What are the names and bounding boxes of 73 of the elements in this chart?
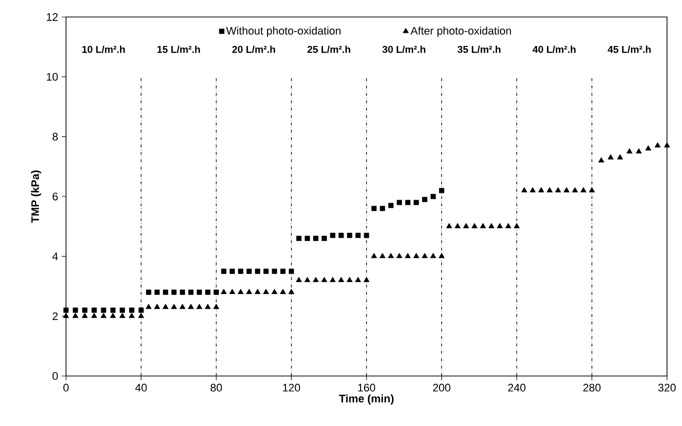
point <box>347 232 352 238</box>
point <box>82 308 88 313</box>
point <box>272 268 278 274</box>
point <box>296 236 302 241</box>
y-tick-label: 12 <box>46 13 58 21</box>
annotation: 40 L/m².h <box>532 46 576 54</box>
legend-label: Without photo-oxidation <box>226 26 341 37</box>
x-tick-label: 160 <box>358 384 376 392</box>
point <box>364 232 370 238</box>
x-tick-label: 200 <box>433 384 450 392</box>
point <box>380 206 386 212</box>
point <box>180 290 186 295</box>
point <box>188 290 194 295</box>
point <box>129 308 134 313</box>
x-tick-label: 40 <box>135 384 147 392</box>
annotation: 35 L/m².h <box>458 46 500 54</box>
annotation: 20 L/m².h <box>232 46 276 54</box>
y-tick-label: 2 <box>52 312 58 320</box>
point <box>100 308 106 313</box>
annotation: 10 L/m².h <box>82 46 125 54</box>
point <box>72 308 78 313</box>
point <box>238 268 244 274</box>
x-tick-label: 240 <box>508 384 526 392</box>
point <box>205 290 210 295</box>
point <box>146 290 152 295</box>
point <box>154 290 160 295</box>
point <box>322 236 327 241</box>
point <box>196 290 202 295</box>
annotation: 25 L/m².h <box>307 46 350 54</box>
annotation: 30 L/m².h <box>382 46 426 54</box>
point <box>355 232 361 238</box>
point <box>162 290 168 295</box>
x-tick-label: 320 <box>658 384 676 392</box>
point <box>254 268 260 274</box>
point <box>171 290 177 295</box>
point <box>313 236 318 241</box>
point <box>396 200 402 206</box>
x-tick-label: 280 <box>583 384 601 392</box>
point <box>405 200 410 206</box>
y-tick-label: 0 <box>52 372 58 380</box>
point <box>92 308 97 313</box>
y-axis-title: TMP (kPa) <box>30 170 42 223</box>
x-axis-title: Time (min) <box>339 394 394 405</box>
x-tick-label: 120 <box>283 384 300 392</box>
point <box>280 268 286 274</box>
point <box>430 194 436 200</box>
point <box>221 268 226 274</box>
point <box>288 268 294 274</box>
x-tick-label: 0 <box>63 384 69 392</box>
x-tick-label: 80 <box>210 384 222 392</box>
point <box>230 268 235 274</box>
y-tick-label: 6 <box>52 192 58 200</box>
point <box>263 268 269 274</box>
point <box>439 188 444 194</box>
point <box>110 308 116 313</box>
point <box>214 290 219 295</box>
point <box>330 232 336 238</box>
point <box>138 308 144 313</box>
legend-label: After photo-oxidation <box>410 26 511 37</box>
point <box>371 206 377 212</box>
y-tick-label: 10 <box>46 72 58 81</box>
annotation: 15 L/m².h <box>157 46 200 54</box>
point <box>120 308 125 313</box>
y-tick-label: 8 <box>52 132 58 141</box>
annotation: 45 L/m².h <box>608 46 651 54</box>
point <box>338 232 344 238</box>
point <box>63 308 69 313</box>
point <box>422 196 428 202</box>
point <box>246 268 252 274</box>
point <box>304 236 310 241</box>
point <box>414 200 419 206</box>
y-tick-label: 4 <box>52 252 58 260</box>
point <box>388 202 394 208</box>
